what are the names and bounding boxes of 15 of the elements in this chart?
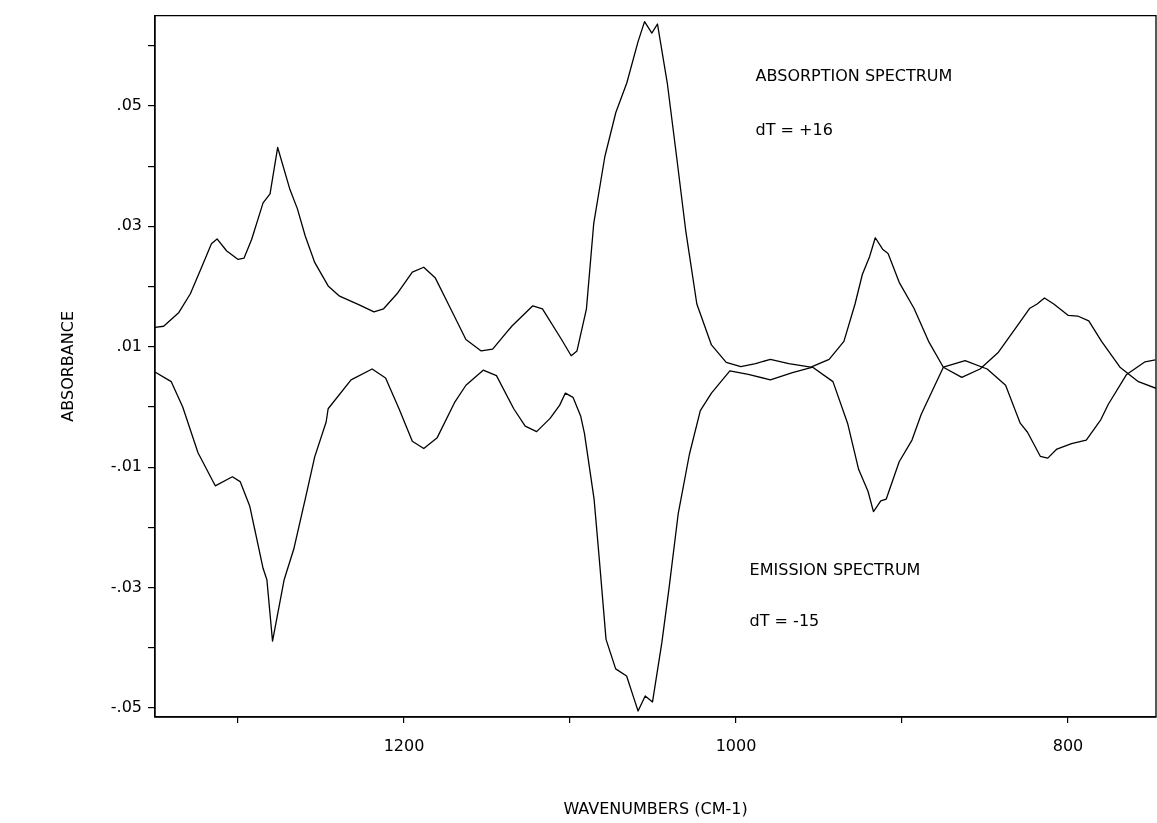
y-tick-label: -.01	[110, 456, 142, 476]
y-tick-label: .01	[116, 335, 142, 355]
y-tick-label: .03	[116, 215, 142, 235]
x-tick-label: 1000	[715, 735, 757, 755]
x-axis-title: WAVENUMBERS (CM-1)	[563, 798, 748, 818]
y-axis-title: ABSORBANCE	[57, 310, 77, 422]
y-tick-label: -.03	[110, 576, 142, 596]
annotation: EMISSION SPECTRUM	[749, 560, 921, 580]
annotation: dT = +16	[755, 120, 833, 140]
y-tick-label: .05	[116, 95, 142, 115]
y-tick-label: -.05	[110, 697, 142, 717]
annotation: dT = -15	[749, 611, 820, 631]
x-tick-label: 800	[1052, 735, 1084, 755]
annotation: ABSORPTION SPECTRUM	[755, 65, 953, 85]
x-tick-label: 1200	[383, 735, 425, 755]
